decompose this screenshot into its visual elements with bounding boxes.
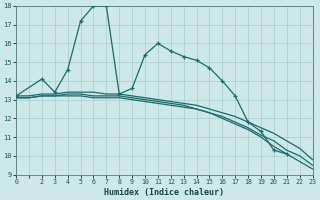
X-axis label: Humidex (Indice chaleur): Humidex (Indice chaleur) xyxy=(104,188,224,197)
